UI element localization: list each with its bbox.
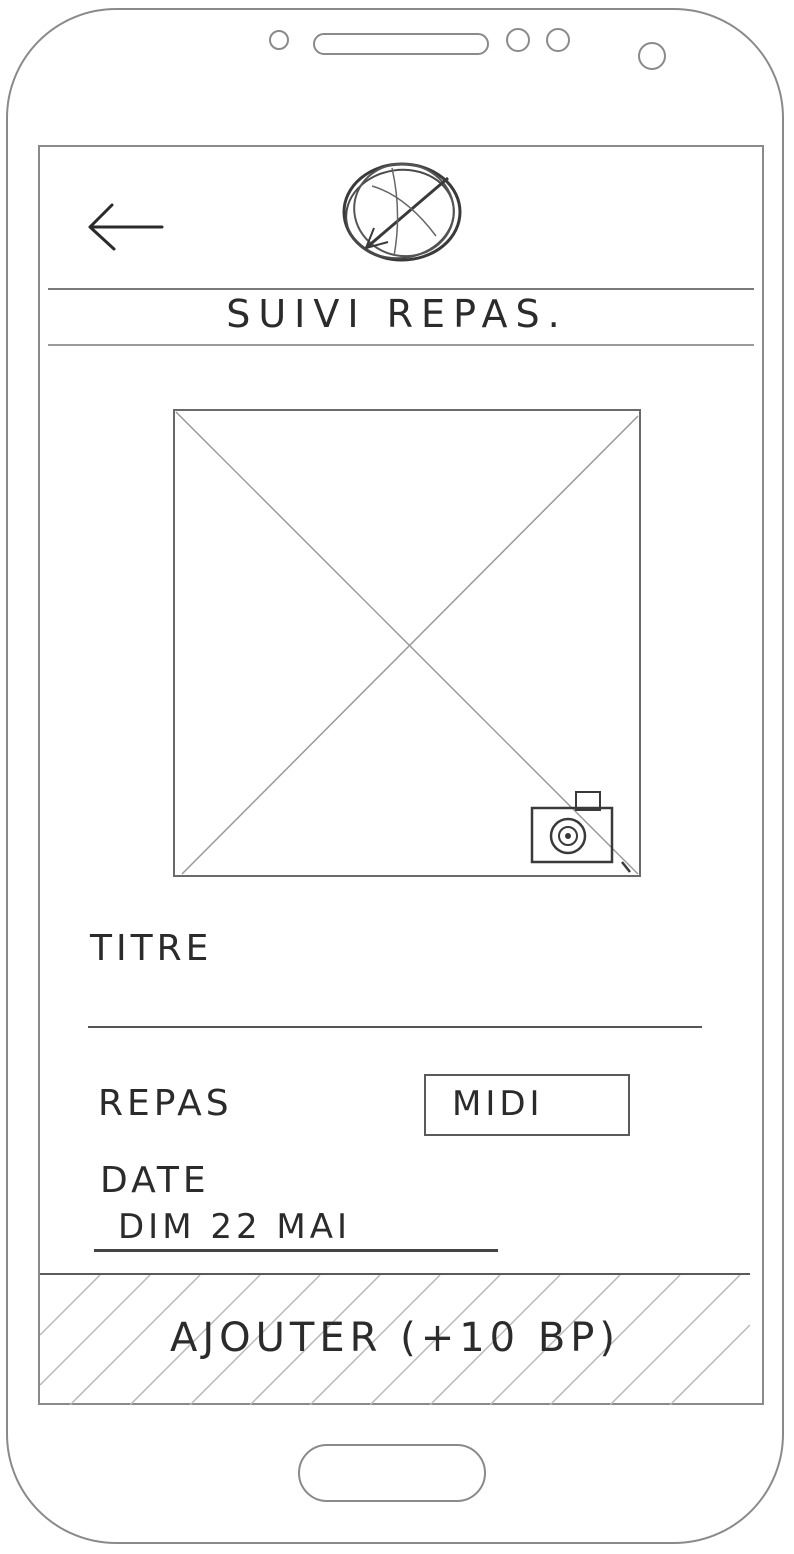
repas-select[interactable]: MIDI xyxy=(424,1074,630,1136)
title-divider xyxy=(48,344,754,346)
speaker-grille xyxy=(313,33,489,55)
header-divider xyxy=(48,288,754,290)
titre-input[interactable] xyxy=(88,940,702,1028)
home-button[interactable] xyxy=(298,1444,486,1502)
titre-label: TITRE xyxy=(90,928,213,969)
add-button-label: AJOUTER (+10 BP) xyxy=(169,1315,621,1361)
date-label: DATE xyxy=(100,1160,210,1201)
phone-frame xyxy=(6,8,784,1544)
sensor-icon xyxy=(638,42,666,70)
sensor-icon xyxy=(546,28,570,52)
camera-icon[interactable] xyxy=(526,786,636,876)
sensor-icon xyxy=(506,28,530,52)
button-hatching xyxy=(40,1275,750,1405)
scribbled-circle-logo-icon xyxy=(342,162,462,262)
back-button[interactable] xyxy=(82,195,172,255)
photo-placeholder[interactable] xyxy=(170,406,644,880)
repas-select-value: MIDI xyxy=(452,1084,544,1124)
arrow-left-icon xyxy=(88,203,164,251)
add-button[interactable]: AJOUTER (+10 BP) xyxy=(40,1273,750,1405)
phone-screen xyxy=(38,145,764,1405)
date-value: DIM 22 MAI xyxy=(118,1207,352,1247)
phone-top-hardware xyxy=(269,28,666,70)
repas-label: REPAS xyxy=(98,1083,233,1124)
image-placeholder-icon xyxy=(173,409,641,877)
date-field[interactable]: DIM 22 MAI xyxy=(94,1205,498,1252)
page-title: SUIVI REPAS. xyxy=(226,292,568,336)
front-camera-icon xyxy=(269,30,289,50)
